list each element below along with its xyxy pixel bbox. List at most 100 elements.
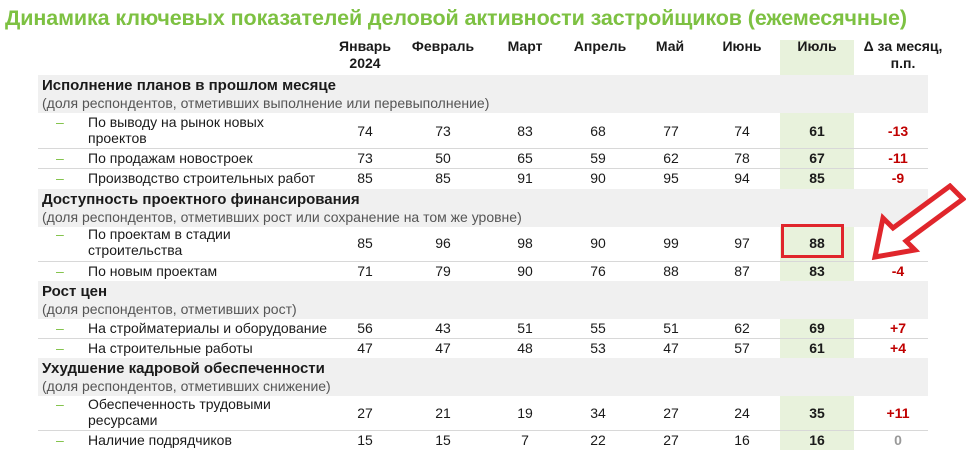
cell-mar: 98 xyxy=(517,235,533,251)
cell-mar: 19 xyxy=(517,405,533,421)
header-january-year: 2024 xyxy=(349,55,381,71)
row-dash: – xyxy=(56,170,64,186)
cell-jun: 78 xyxy=(734,150,750,166)
table-row: – Обеспеченность трудовыми ресурсами 27 … xyxy=(38,396,928,430)
cell-mar: 7 xyxy=(521,432,529,448)
row-label: По выводу на рынок новых проектов xyxy=(88,114,264,146)
cell-apr: 76 xyxy=(590,263,606,279)
row-label: На стройматериалы и оборудование xyxy=(88,320,328,336)
cell-jul: 61 xyxy=(809,340,825,356)
section-staffing: Ухудшение кадровой обеспеченности (доля … xyxy=(38,358,928,396)
row-dash: – xyxy=(56,150,64,166)
cell-apr: 59 xyxy=(590,150,606,166)
table-row: – По выводу на рынок новых проектов 74 7… xyxy=(38,114,928,148)
cell-mar: 83 xyxy=(517,123,533,139)
cell-may: 99 xyxy=(663,235,679,251)
row-label: Обеспеченность трудовыми ресурсами xyxy=(88,396,271,428)
cell-mar: 48 xyxy=(517,340,533,356)
cell-delta: -13 xyxy=(887,123,909,139)
row-label: По продажам новостроек xyxy=(88,150,253,166)
table-row: – Наличие подрядчиков 15 15 7 22 27 16 1… xyxy=(38,432,928,450)
cell-apr: 90 xyxy=(590,235,606,251)
cell-mar: 51 xyxy=(517,320,533,336)
cell-jul: 85 xyxy=(809,170,825,186)
cell-jan: 71 xyxy=(357,263,373,279)
row-label: Производство строительных работ xyxy=(88,170,316,186)
header-january-month: Январь xyxy=(339,38,391,54)
cell-feb: 15 xyxy=(435,432,451,448)
row-divider xyxy=(38,148,928,149)
section-financing: Доступность проектного финансирования (д… xyxy=(38,189,928,227)
cell-jul: 61 xyxy=(809,123,825,139)
section-title: Доступность проектного финансирования xyxy=(42,191,360,208)
header-june: Июнь xyxy=(722,38,762,54)
row-label: Наличие подрядчиков xyxy=(88,432,232,448)
highlight-box xyxy=(781,224,844,258)
cell-jun: 62 xyxy=(734,320,750,336)
section-note: (доля респондентов, отметивших выполнени… xyxy=(42,95,490,111)
table-row: – По продажам новостроек 73 50 65 59 62 … xyxy=(38,150,928,168)
cell-jun: 16 xyxy=(734,432,750,448)
cell-feb: 47 xyxy=(435,340,451,356)
cell-jan: 56 xyxy=(357,320,373,336)
table-row: – Производство строительных работ 85 85 … xyxy=(38,170,928,188)
section-title: Исполнение планов в прошлом месяце xyxy=(42,77,336,94)
cell-feb: 21 xyxy=(435,405,451,421)
pointer-arrow-icon xyxy=(871,183,966,261)
row-dash: – xyxy=(56,320,64,336)
cell-jun: 87 xyxy=(734,263,750,279)
cell-jan: 85 xyxy=(357,170,373,186)
header-july: Июль xyxy=(797,38,837,54)
row-dash: – xyxy=(56,263,64,279)
cell-delta: +4 xyxy=(890,340,906,356)
cell-jul: 16 xyxy=(809,432,825,448)
cell-delta: +11 xyxy=(886,405,910,421)
cell-may: 51 xyxy=(663,320,679,336)
row-dash: – xyxy=(56,396,64,412)
header-delta: Δ за месяц, п.п. xyxy=(855,38,951,72)
cell-jan: 15 xyxy=(357,432,373,448)
row-divider xyxy=(38,430,928,431)
cell-mar: 90 xyxy=(517,263,533,279)
cell-jul: 35 xyxy=(809,405,825,421)
cell-jan: 47 xyxy=(357,340,373,356)
row-dash: – xyxy=(56,340,64,356)
section-note: (доля респондентов, отметивших рост или … xyxy=(42,209,522,225)
cell-feb: 79 xyxy=(435,263,451,279)
cell-feb: 96 xyxy=(435,235,451,251)
header-delta-line1: Δ за месяц, xyxy=(863,38,943,54)
section-prices: Рост цен (доля респондентов, отметивших … xyxy=(38,281,928,319)
cell-feb: 85 xyxy=(435,170,451,186)
cell-jun: 94 xyxy=(734,170,750,186)
header-january: Январь 2024 xyxy=(335,38,395,72)
row-label: На строительные работы xyxy=(88,340,253,356)
header-march: Март xyxy=(507,38,543,54)
table-row: – На стройматериалы и оборудование 56 43… xyxy=(38,320,928,338)
section-note: (доля респондентов, отметивших рост) xyxy=(42,301,297,317)
header-delta-line2: п.п. xyxy=(890,55,916,71)
row-label: По проектам в стадии строительства xyxy=(88,226,231,258)
cell-jul: 67 xyxy=(809,150,825,166)
cell-may: 27 xyxy=(663,405,679,421)
section-note: (доля респондентов, отметивших снижение) xyxy=(42,378,331,394)
section-title: Ухудшение кадровой обеспеченности xyxy=(42,360,325,377)
cell-apr: 53 xyxy=(590,340,606,356)
row-dash: – xyxy=(56,226,64,242)
cell-jun: 57 xyxy=(734,340,750,356)
cell-may: 27 xyxy=(663,432,679,448)
cell-jan: 27 xyxy=(357,405,373,421)
cell-delta: 0 xyxy=(894,432,902,448)
cell-delta: -4 xyxy=(891,263,905,279)
cell-may: 77 xyxy=(663,123,679,139)
table-row: – По проектам в стадии строительства 85 … xyxy=(38,226,928,260)
row-dash: – xyxy=(56,114,64,130)
cell-mar: 91 xyxy=(517,170,533,186)
cell-jan: 85 xyxy=(357,235,373,251)
cell-feb: 50 xyxy=(435,150,451,166)
cell-jun: 24 xyxy=(734,405,750,421)
cell-jun: 97 xyxy=(734,235,750,251)
cell-jul: 69 xyxy=(809,320,825,336)
cell-apr: 55 xyxy=(590,320,606,336)
cell-jun: 74 xyxy=(734,123,750,139)
cell-may: 88 xyxy=(663,263,679,279)
